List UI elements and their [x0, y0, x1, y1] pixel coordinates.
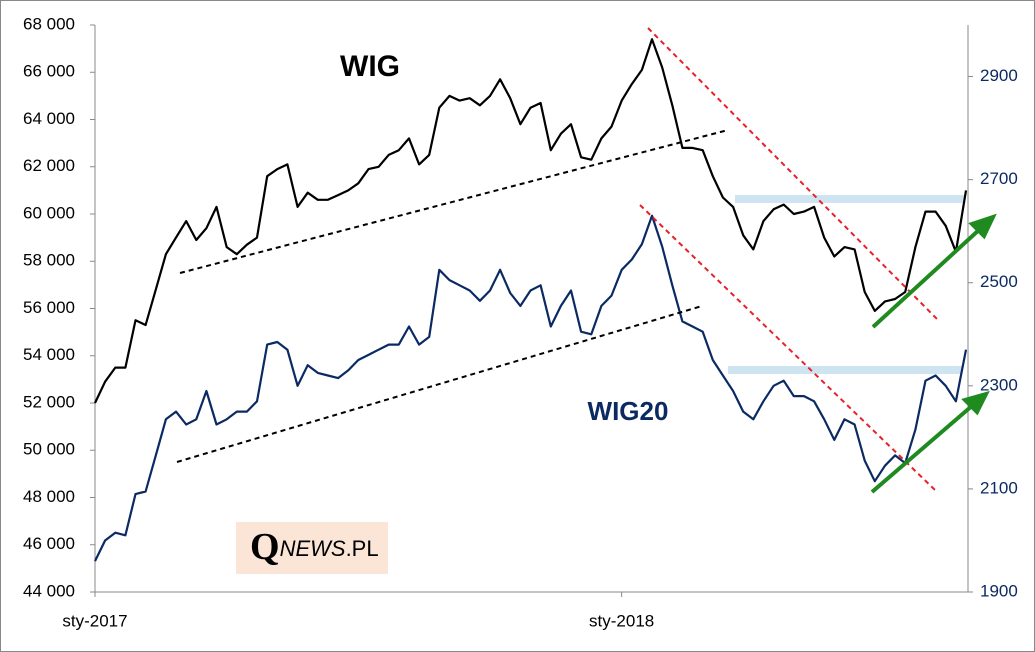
arrow-head [961, 390, 990, 416]
arrows [870, 213, 997, 494]
y-tick-label: 46 000 [23, 534, 75, 553]
plot: 44 000 46 000 48 000 50 000 52 000 54 000 56 0… [23, 14, 1018, 630]
y2-tick-label: 2900 [980, 66, 1018, 85]
y-tick-label: 54 000 [23, 345, 75, 364]
y-tick-label: 68 000 [23, 14, 75, 33]
y-tick-label: 50 000 [23, 440, 75, 459]
series-line [94, 38, 968, 404]
trend-line [179, 129, 729, 274]
y-tick-label: 66 000 [23, 62, 75, 81]
y2-tick-label: 2500 [980, 272, 1018, 291]
arrow-head [968, 213, 997, 240]
logo-box [236, 522, 388, 574]
series-label: WIG20 [588, 396, 669, 426]
y2-tick-label: 2100 [980, 478, 1018, 497]
y-tick-label: 64 000 [23, 109, 75, 128]
logo: QNEWS.PL [250, 526, 379, 568]
y-tick-label: 60 000 [23, 203, 75, 222]
y2-tick-label: 1900 [980, 581, 1018, 600]
resistance-band [735, 195, 965, 203]
arrow [871, 227, 982, 329]
arrow [870, 403, 975, 494]
series-line [94, 214, 968, 562]
y2-tick-label: 2300 [980, 375, 1018, 394]
trend-line [647, 27, 939, 321]
y-tick-label: 62 000 [23, 156, 75, 175]
y-tick-label: 56 000 [23, 298, 75, 317]
trend-line [176, 305, 703, 463]
trend-lines [176, 27, 939, 491]
resistance-band [728, 366, 962, 374]
y-tick-label: 58 000 [23, 251, 75, 270]
y-tick-label: 48 000 [23, 487, 75, 506]
x-tick-label: sty-2017 [62, 611, 127, 630]
y-tick-label: 52 000 [23, 392, 75, 411]
x-tick-label: sty-2018 [589, 611, 654, 630]
y-tick-label: 44 000 [23, 581, 75, 600]
series-label: WIG [340, 50, 400, 83]
y2-tick-label: 2700 [980, 169, 1018, 188]
